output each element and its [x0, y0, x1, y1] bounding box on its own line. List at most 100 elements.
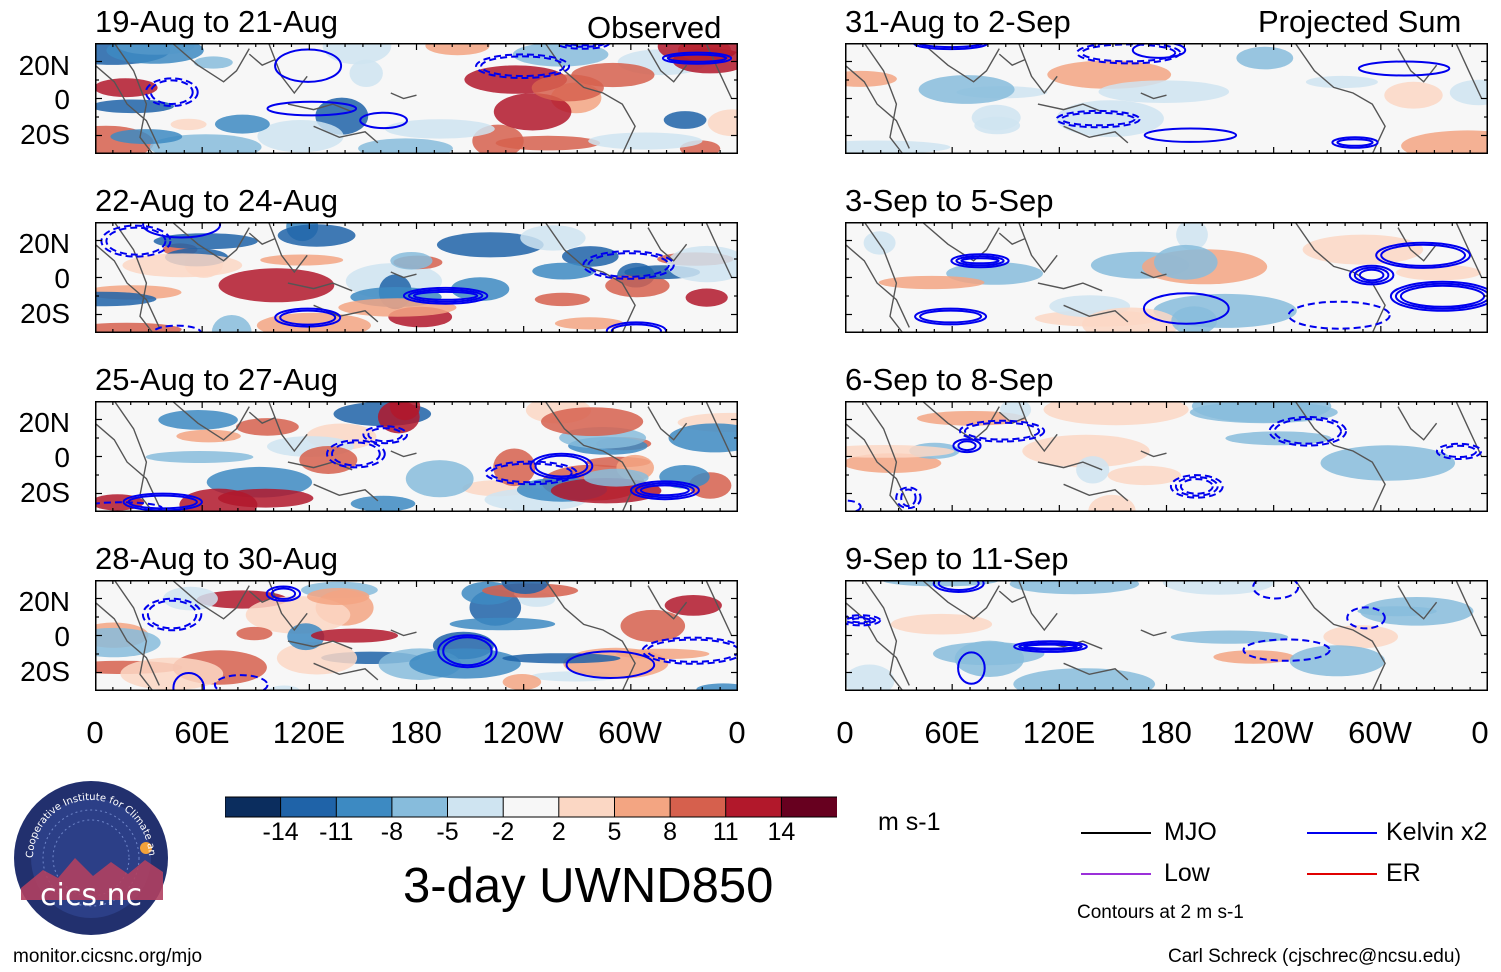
coastline — [863, 222, 904, 333]
anomaly-shading — [311, 628, 398, 643]
kelvin-contour — [412, 290, 479, 301]
anomaly-shading — [236, 418, 299, 436]
kelvin-contour — [950, 253, 1010, 269]
anomaly-shading — [562, 246, 619, 267]
coastline — [171, 401, 250, 441]
coastline — [1397, 227, 1438, 262]
anomaly-shading — [554, 317, 624, 330]
coastline — [1037, 282, 1103, 292]
anomaly-shading — [405, 460, 474, 498]
anomaly-shading — [1107, 465, 1182, 486]
anomaly-shading — [666, 245, 738, 283]
anomaly-shading — [1236, 46, 1294, 70]
coastline — [1397, 585, 1438, 620]
anomaly-shading — [1189, 401, 1338, 424]
kelvin-contour — [914, 307, 988, 326]
anomaly-shading — [531, 74, 604, 102]
kelvin-contour — [270, 587, 297, 600]
coastline — [921, 580, 1000, 620]
coastline — [95, 422, 160, 507]
anomaly-shading — [493, 448, 536, 487]
kelvin-contour — [144, 77, 199, 108]
anomaly-shading — [493, 93, 572, 131]
kelvin-contour — [1394, 282, 1488, 310]
kelvin-contour — [100, 224, 172, 258]
coastline — [1294, 580, 1386, 691]
kelvin-contour — [1357, 60, 1451, 77]
anomaly-shading — [350, 495, 416, 512]
kelvin-contour — [932, 580, 985, 593]
coastline — [113, 222, 154, 333]
kelvin-contour — [919, 309, 983, 324]
anomaly-shading — [1022, 434, 1150, 468]
kelvin-contour — [1346, 606, 1386, 630]
lon-label-r-120w: 120W — [1232, 715, 1314, 750]
panel-title-proj-4: 9-Sep to 11-Sep — [845, 541, 1069, 576]
coastline — [705, 401, 733, 457]
coastline — [1140, 450, 1167, 458]
map-panel-observed-2 — [95, 222, 738, 333]
anomaly-shading — [1154, 244, 1218, 280]
map-panel-observed-1 — [95, 43, 738, 154]
colorbar-swatch — [447, 796, 505, 818]
anomaly-shading — [110, 129, 183, 145]
coastline — [544, 43, 636, 154]
coastline — [921, 43, 1000, 83]
lat-label-eq-2: 0 — [54, 263, 70, 294]
legend-swatch-kelvin — [1307, 832, 1377, 834]
kelvin-contour — [146, 599, 198, 630]
coastline — [171, 43, 250, 83]
main-title: 3-day UWND850 — [403, 859, 774, 913]
anomaly-shading — [1098, 80, 1230, 103]
anomaly-shading — [1401, 130, 1488, 154]
anomaly-shading — [696, 683, 738, 691]
map-panel-observed-3 — [95, 401, 738, 512]
lat-label-20s-1: 20S — [20, 119, 70, 150]
contour-note: Contours at 2 m s-1 — [1077, 902, 1244, 923]
anomaly-shading — [257, 120, 344, 153]
anomaly-shading — [1176, 222, 1208, 251]
kelvin-contour — [845, 499, 862, 512]
anomaly-shading — [1043, 401, 1189, 426]
coastline — [863, 401, 904, 512]
coastline — [95, 243, 160, 328]
anomaly-shading — [276, 641, 358, 675]
lat-label-20n-2: 20N — [18, 228, 70, 259]
anomaly-shading — [95, 322, 182, 333]
anomaly-shading — [685, 288, 728, 307]
kelvin-contour — [326, 439, 386, 469]
anomaly-shading — [502, 653, 621, 664]
coastline — [647, 406, 688, 441]
kelvin-contour — [610, 323, 662, 333]
kelvin-contour — [895, 486, 922, 510]
observed-label: Observed — [587, 10, 722, 45]
logo-text: cics.nc — [40, 878, 142, 913]
kelvin-contour — [1336, 138, 1374, 147]
coastline — [1017, 222, 1058, 274]
colorbar — [225, 796, 837, 818]
coastline — [1455, 580, 1483, 636]
coastline — [95, 64, 160, 149]
lat-label-20s-2: 20S — [20, 298, 70, 329]
kelvin-contour — [582, 250, 675, 280]
anomaly-shading — [1357, 606, 1437, 617]
legend-label-low: Low — [1164, 859, 1210, 887]
kelvin-contour — [172, 672, 205, 691]
kelvin-contour — [900, 488, 917, 508]
coastline — [248, 411, 276, 425]
colorbar-swatch — [225, 796, 282, 818]
anomaly-shading — [349, 59, 383, 87]
lat-label-eq-3: 0 — [54, 442, 70, 473]
lat-label-20s-4: 20S — [20, 656, 70, 687]
kelvin-contour — [1142, 292, 1230, 325]
anomaly-shading — [1225, 431, 1332, 446]
lat-label-20n-3: 20N — [18, 407, 70, 438]
anomaly-shading — [307, 588, 370, 605]
coastline — [113, 401, 154, 512]
coastline — [1140, 629, 1167, 637]
anomaly-shading — [322, 43, 392, 65]
anomaly-shading — [1302, 234, 1424, 265]
anomaly-shading — [122, 253, 243, 278]
colorbar-label: 14 — [767, 818, 796, 846]
kelvin-contour — [1013, 640, 1088, 653]
